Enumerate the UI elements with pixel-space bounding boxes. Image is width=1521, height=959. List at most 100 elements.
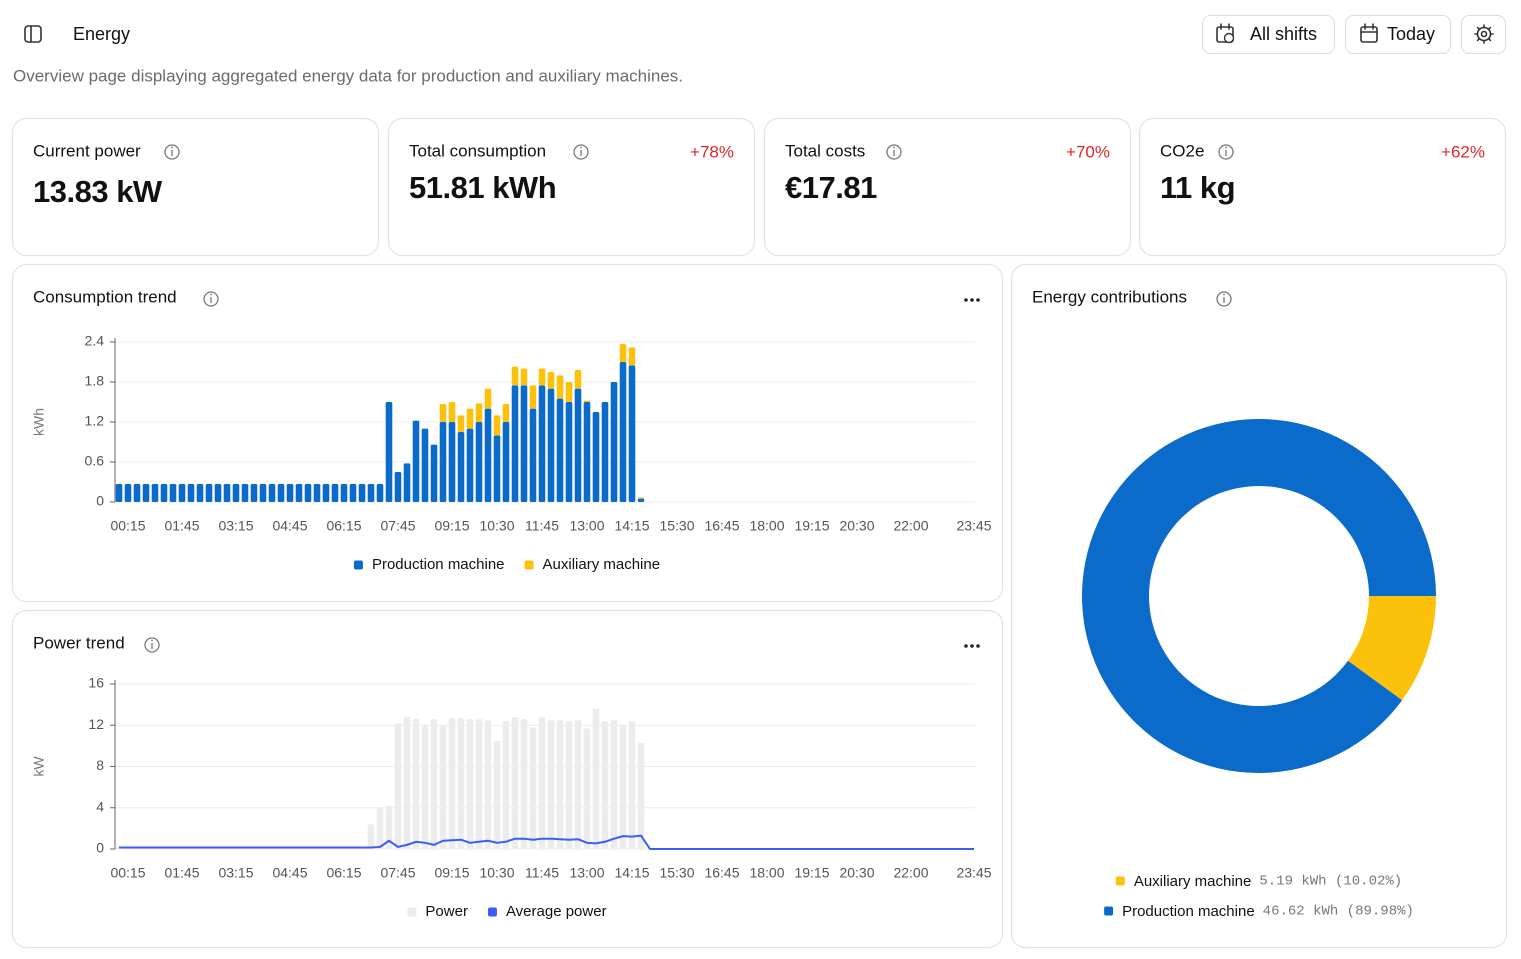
legend-swatch	[353, 560, 363, 570]
x-tick-label: 03:15	[218, 518, 253, 534]
bar	[610, 720, 618, 849]
bar	[583, 728, 591, 849]
x-tick-label: 13:00	[569, 865, 604, 881]
bar	[511, 385, 519, 502]
bar	[142, 484, 150, 502]
x-tick-label: 16:45	[704, 865, 739, 881]
x-tick-label: 06:15	[326, 865, 361, 881]
x-tick-label: 22:00	[893, 518, 928, 534]
info-dot	[1225, 146, 1227, 149]
bar	[367, 824, 375, 849]
bar	[295, 484, 303, 502]
kpi-change: +78%	[690, 142, 734, 161]
info-icon[interactable]	[573, 144, 589, 160]
bar	[493, 435, 501, 502]
bar	[538, 368, 546, 386]
y-tick-label: 2.4	[85, 333, 105, 349]
legend-item[interactable]: Average power	[487, 903, 607, 920]
info-icon[interactable]	[164, 144, 180, 160]
x-tick-label: 11:45	[525, 518, 559, 534]
legend-item[interactable]: Production machine 46.62 kWh (89.98%)	[1104, 903, 1414, 920]
x-tick-label: 07:45	[380, 865, 415, 881]
info-circle	[1218, 144, 1234, 160]
bar	[457, 415, 465, 432]
x-tick-label: 16:45	[704, 518, 739, 534]
legend-item[interactable]: Production machine	[353, 556, 505, 573]
bar	[421, 725, 429, 849]
bar	[556, 720, 564, 849]
bar	[466, 428, 474, 502]
bar	[502, 721, 510, 849]
info-dot	[893, 146, 895, 149]
info-icon[interactable]	[1218, 144, 1234, 160]
kpi-value: €17.81	[785, 170, 877, 205]
x-tick-label: 14:15	[614, 518, 649, 534]
bar	[493, 415, 501, 436]
page-description: Overview page displaying aggregated ener…	[13, 66, 683, 85]
x-tick-label: 14:15	[614, 865, 649, 881]
shift-button[interactable]: All shifts	[1202, 15, 1335, 54]
legend-item[interactable]: Auxiliary machine	[524, 556, 661, 573]
bar	[502, 422, 510, 502]
bar	[250, 484, 258, 502]
x-tick-label: 19:15	[794, 865, 829, 881]
info-icon[interactable]	[1216, 291, 1232, 307]
line	[119, 834, 974, 850]
bar	[448, 402, 456, 422]
bar	[619, 344, 627, 362]
kpi-card	[11, 117, 380, 257]
bar	[574, 720, 582, 849]
settings-button[interactable]	[1461, 15, 1506, 54]
more-menu[interactable]	[964, 298, 980, 302]
bar	[484, 388, 492, 409]
x-tick-label: 23:45	[956, 865, 991, 881]
contributions-card	[1010, 263, 1508, 949]
kpi-value: 11 kg	[1160, 170, 1235, 205]
info-icon[interactable]	[886, 144, 902, 160]
bar	[403, 717, 411, 849]
bar	[178, 484, 186, 502]
donut-slice	[1347, 596, 1436, 701]
bar	[619, 725, 627, 849]
bar	[313, 484, 321, 502]
bar	[475, 422, 483, 502]
bar	[286, 484, 294, 502]
bar	[412, 420, 420, 502]
y-tick-label: 8	[96, 757, 104, 773]
legend-item[interactable]: Power	[407, 903, 468, 920]
legend-swatch	[1115, 876, 1125, 886]
y-tick-label: 0	[96, 840, 104, 856]
bar	[412, 719, 420, 849]
bar	[466, 719, 474, 849]
x-tick-label: 15:30	[659, 518, 694, 534]
x-tick-label: 07:45	[380, 518, 415, 534]
bar	[376, 807, 384, 849]
bar	[529, 727, 537, 849]
date-button[interactable]: Today	[1345, 15, 1451, 54]
bar	[484, 720, 492, 849]
legend-label: Power	[425, 903, 468, 920]
more-menu[interactable]	[964, 644, 980, 648]
x-tick-label: 01:45	[164, 865, 199, 881]
info-icon[interactable]	[203, 291, 219, 307]
legend-swatch	[524, 560, 534, 570]
page-title: Energy	[73, 24, 130, 44]
legend-label: Production machine	[372, 556, 505, 573]
x-tick-label: 22:00	[893, 865, 928, 881]
bar	[331, 484, 339, 502]
kpi-card	[763, 117, 1132, 257]
bar	[565, 402, 573, 502]
sidebar-toggle[interactable]	[24, 25, 42, 43]
bar	[439, 404, 447, 422]
x-tick-label: 10:30	[479, 865, 514, 881]
x-tick-label: 10:30	[479, 518, 514, 534]
info-circle	[164, 144, 180, 160]
bar	[205, 484, 213, 502]
y-axis-label: kW	[31, 756, 47, 777]
bar	[511, 366, 519, 386]
bar	[583, 400, 591, 402]
donut-slice	[1081, 419, 1436, 774]
bar	[448, 718, 456, 849]
info-icon[interactable]	[144, 637, 160, 653]
legend-item[interactable]: Auxiliary machine 5.19 kWh (10.02%)	[1115, 873, 1402, 890]
